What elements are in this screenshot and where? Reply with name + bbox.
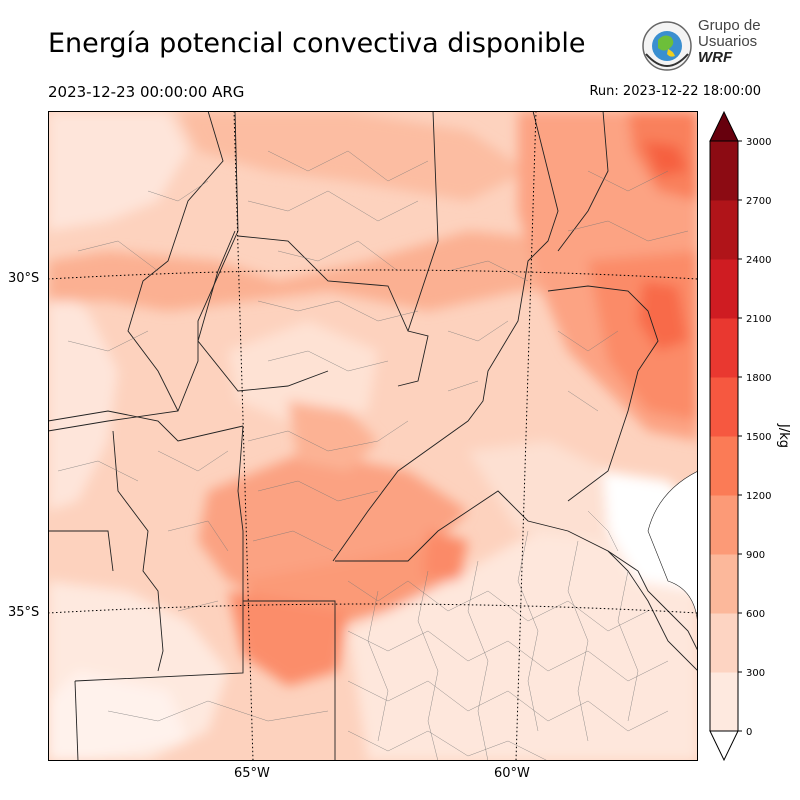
colorbar-segment bbox=[710, 672, 738, 732]
colorbar-segment bbox=[710, 495, 738, 555]
meridian-65w bbox=[233, 111, 254, 761]
colorbar-segment bbox=[710, 141, 738, 201]
department-boundaries bbox=[57, 150, 689, 761]
colorbar-tick-label: 1200 bbox=[746, 491, 771, 502]
colorbar-tick-label: 900 bbox=[746, 550, 765, 561]
meridian-60w bbox=[515, 111, 537, 761]
lon-label-65w: 65°W bbox=[234, 766, 270, 781]
colorbar-over-triangle bbox=[709, 110, 739, 142]
globe-logo-icon bbox=[642, 21, 692, 71]
colorbar-tick-label: 600 bbox=[746, 609, 765, 620]
wrf-logo: Grupo de Usuarios WRF bbox=[638, 18, 768, 74]
cape-map bbox=[48, 111, 698, 761]
colorbar-tick-label: 2400 bbox=[746, 255, 771, 266]
colorbar-tick-label: 3000 bbox=[746, 137, 771, 148]
colorbar: 0 300 600 900 1200 1500 1800 2100 2400 2700 3000 J… bbox=[709, 110, 790, 762]
colorbar-tick-label: 300 bbox=[746, 668, 765, 679]
colorbar-tick-label: 0 bbox=[746, 727, 752, 738]
logo-text-line2: Usuarios bbox=[698, 33, 758, 50]
parallel-35s bbox=[48, 603, 698, 614]
graticule bbox=[48, 111, 698, 761]
colorbar-tick-label: 1500 bbox=[746, 432, 771, 443]
map-frame bbox=[48, 111, 698, 761]
colorbar-segment bbox=[710, 318, 738, 378]
colorbar-segment bbox=[710, 200, 738, 260]
parallel-30s bbox=[48, 269, 698, 280]
colorbar-tick-label: 2100 bbox=[746, 314, 771, 325]
valid-time: 2023-12-23 00:00:00 ARG bbox=[48, 83, 245, 101]
chart-title: Energía potencial convectiva disponible bbox=[48, 28, 586, 59]
cape-field-contours bbox=[48, 111, 698, 761]
coastline bbox=[607, 550, 698, 652]
colorbar-under-triangle bbox=[709, 730, 739, 762]
colorbar-label: J/kg bbox=[776, 423, 790, 448]
colorbar-segments bbox=[710, 141, 738, 732]
lat-label-30s: 30°S bbox=[8, 271, 40, 286]
colorbar-segment bbox=[710, 259, 738, 319]
logo-text-wrf: WRF bbox=[698, 49, 733, 66]
colorbar-ticks: 0 300 600 900 1200 1500 1800 2100 2400 2700 3000 bbox=[738, 137, 771, 738]
colorbar-segment bbox=[710, 377, 738, 437]
run-time: Run: 2023-12-22 18:00:00 bbox=[589, 84, 761, 99]
colorbar-tick-label: 1800 bbox=[746, 373, 771, 384]
colorbar-segment bbox=[710, 554, 738, 614]
colorbar-tick-label: 2700 bbox=[746, 196, 771, 207]
lat-label-35s: 35°S bbox=[8, 605, 40, 620]
colorbar-segment bbox=[710, 613, 738, 673]
lon-label-60w: 60°W bbox=[494, 766, 530, 781]
logo-text-line1: Grupo de bbox=[698, 17, 761, 34]
colorbar-segment bbox=[710, 436, 738, 496]
